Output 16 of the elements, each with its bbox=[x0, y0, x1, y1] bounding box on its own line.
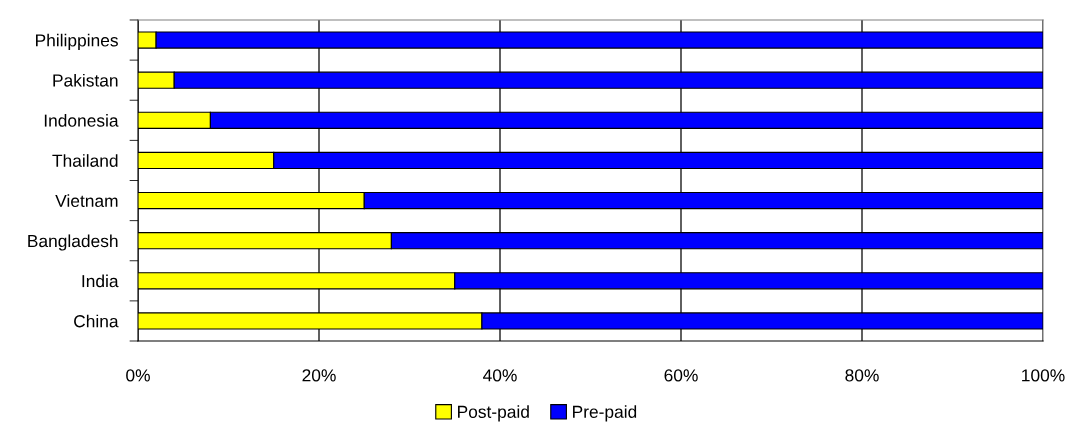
x-tick-label: 60% bbox=[664, 369, 698, 382]
y-tick-label: Indonesia bbox=[44, 114, 119, 127]
x-tick-label: 0% bbox=[126, 369, 150, 382]
y-tick-label: China bbox=[74, 314, 119, 328]
y-tick-label: Philippines bbox=[36, 33, 118, 50]
x-tick-label: 100% bbox=[1022, 369, 1065, 382]
legend-label: Post-paid bbox=[458, 405, 529, 422]
legend-label: Pre-paid bbox=[573, 405, 637, 422]
x-tick-label: 40% bbox=[483, 369, 517, 382]
x-tick-label: 80% bbox=[845, 369, 879, 382]
y-tick-label: Thailand bbox=[52, 154, 118, 167]
x-tick-label: 20% bbox=[302, 369, 336, 382]
y-tick-label: Bangladesh bbox=[28, 234, 118, 251]
y-tick-label: India bbox=[82, 274, 119, 288]
y-tick-label: Pakistan bbox=[53, 73, 118, 87]
y-tick-label: Vietnam bbox=[55, 194, 118, 208]
